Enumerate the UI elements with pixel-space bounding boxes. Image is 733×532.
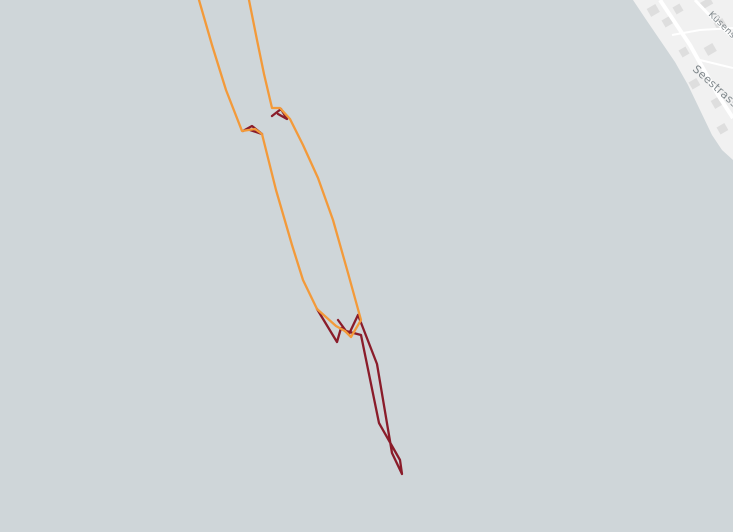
building xyxy=(678,46,690,58)
road-kusenstrasse xyxy=(693,0,733,40)
road-minor xyxy=(699,59,733,69)
route-orange-line[interactable] xyxy=(197,0,363,339)
building xyxy=(672,3,684,15)
road-seestrasse xyxy=(658,0,733,120)
shore-land xyxy=(633,0,733,160)
building xyxy=(688,78,701,90)
building xyxy=(716,123,729,135)
building xyxy=(703,43,717,56)
road-minor xyxy=(671,27,733,36)
building xyxy=(646,4,660,17)
route-orange[interactable] xyxy=(197,0,363,339)
land-area xyxy=(633,0,733,160)
